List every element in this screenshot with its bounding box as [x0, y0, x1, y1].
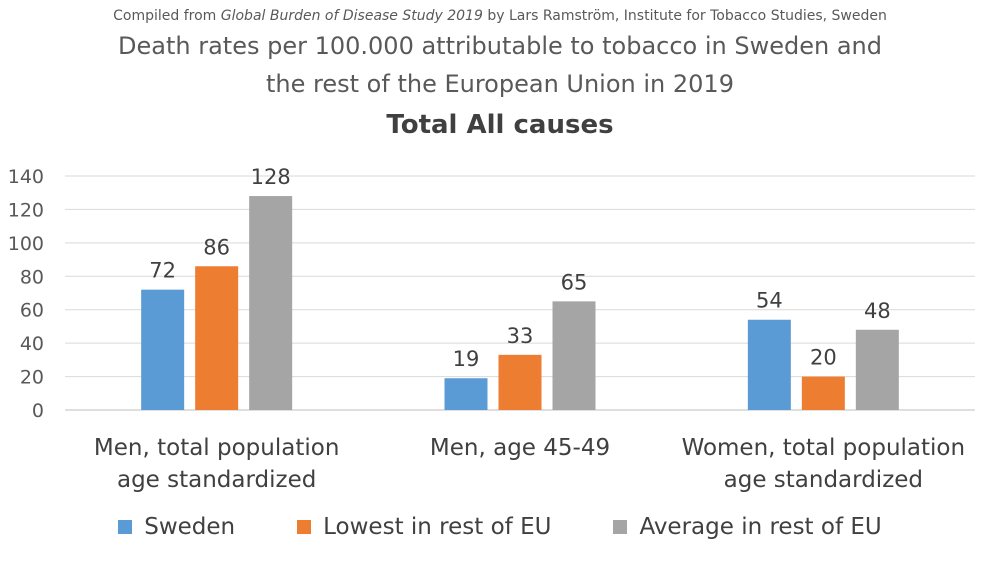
y-tick-label-40: 40 [20, 333, 44, 355]
legend-label-average-eu: Average in rest of EU [639, 514, 882, 540]
y-tick-label-20: 20 [20, 367, 44, 389]
credit-source: Global Burden of Disease Study 2019 [220, 8, 483, 24]
source-credit: Compiled from Global Burden of Disease S… [0, 8, 1000, 24]
data-label-1-2: 65 [561, 270, 588, 294]
y-tick-label-140: 140 [8, 166, 44, 188]
bar-0-0 [141, 289, 185, 410]
data-label-2-1: 20 [810, 346, 837, 370]
legend-item-average-eu: Average in rest of EU [613, 514, 882, 540]
bar-2-1 [801, 376, 845, 410]
y-tick-label-120: 120 [8, 199, 44, 221]
legend-label-sweden: Sweden [144, 514, 236, 540]
credit-suffix: by Lars Ramström, Institute for Tobacco … [482, 8, 887, 24]
chart-subtitle: Total All causes [386, 110, 614, 140]
data-label-1-1: 33 [507, 324, 534, 348]
credit-prefix: Compiled from [113, 8, 221, 24]
chart-title-line-2: the rest of the European Union in 2019 [266, 70, 734, 98]
x-category-label-0-0: Men, total population [94, 435, 340, 461]
bar-1-0 [444, 378, 488, 410]
chart-legend: Sweden Lowest in rest of EU Average in r… [0, 514, 1000, 540]
data-label-1-0: 19 [453, 347, 480, 371]
x-category-label-0-1: age standardized [117, 467, 316, 493]
y-tick-label-0: 0 [32, 400, 44, 422]
bar-1-1 [498, 354, 542, 410]
bar-2-2 [855, 329, 899, 410]
data-label-0-2: 128 [251, 165, 291, 189]
x-category-label-2-1: age standardized [724, 467, 923, 493]
chart-title-line-1: Death rates per 100.000 attributable to … [118, 32, 882, 60]
legend-item-sweden: Sweden [118, 514, 235, 540]
bar-0-2 [249, 196, 293, 410]
legend-item-lowest-eu: Lowest in rest of EU [297, 514, 551, 540]
y-tick-label-100: 100 [8, 233, 44, 255]
legend-swatch-lowest-eu [297, 520, 312, 534]
bar-0-1 [195, 266, 239, 410]
data-label-2-2: 48 [864, 299, 891, 323]
legend-swatch-sweden [118, 520, 133, 534]
bar-chart: 0 20 40 60 80 100 120 140 72 86 128 Men, total popu… [8, 165, 975, 493]
x-category-label-2-0: Women, total population [682, 435, 966, 461]
y-tick-label-80: 80 [20, 266, 44, 288]
legend-swatch-average-eu [613, 520, 628, 534]
data-label-2-0: 54 [756, 289, 783, 313]
bar-2-0 [747, 319, 791, 410]
data-label-0-1: 86 [203, 235, 230, 259]
x-category-label-1-0: Men, age 45-49 [430, 435, 610, 461]
bar-1-2 [552, 301, 596, 410]
y-tick-label-60: 60 [20, 300, 44, 322]
legend-label-lowest-eu: Lowest in rest of EU [323, 514, 552, 540]
data-label-0-0: 72 [149, 259, 176, 283]
